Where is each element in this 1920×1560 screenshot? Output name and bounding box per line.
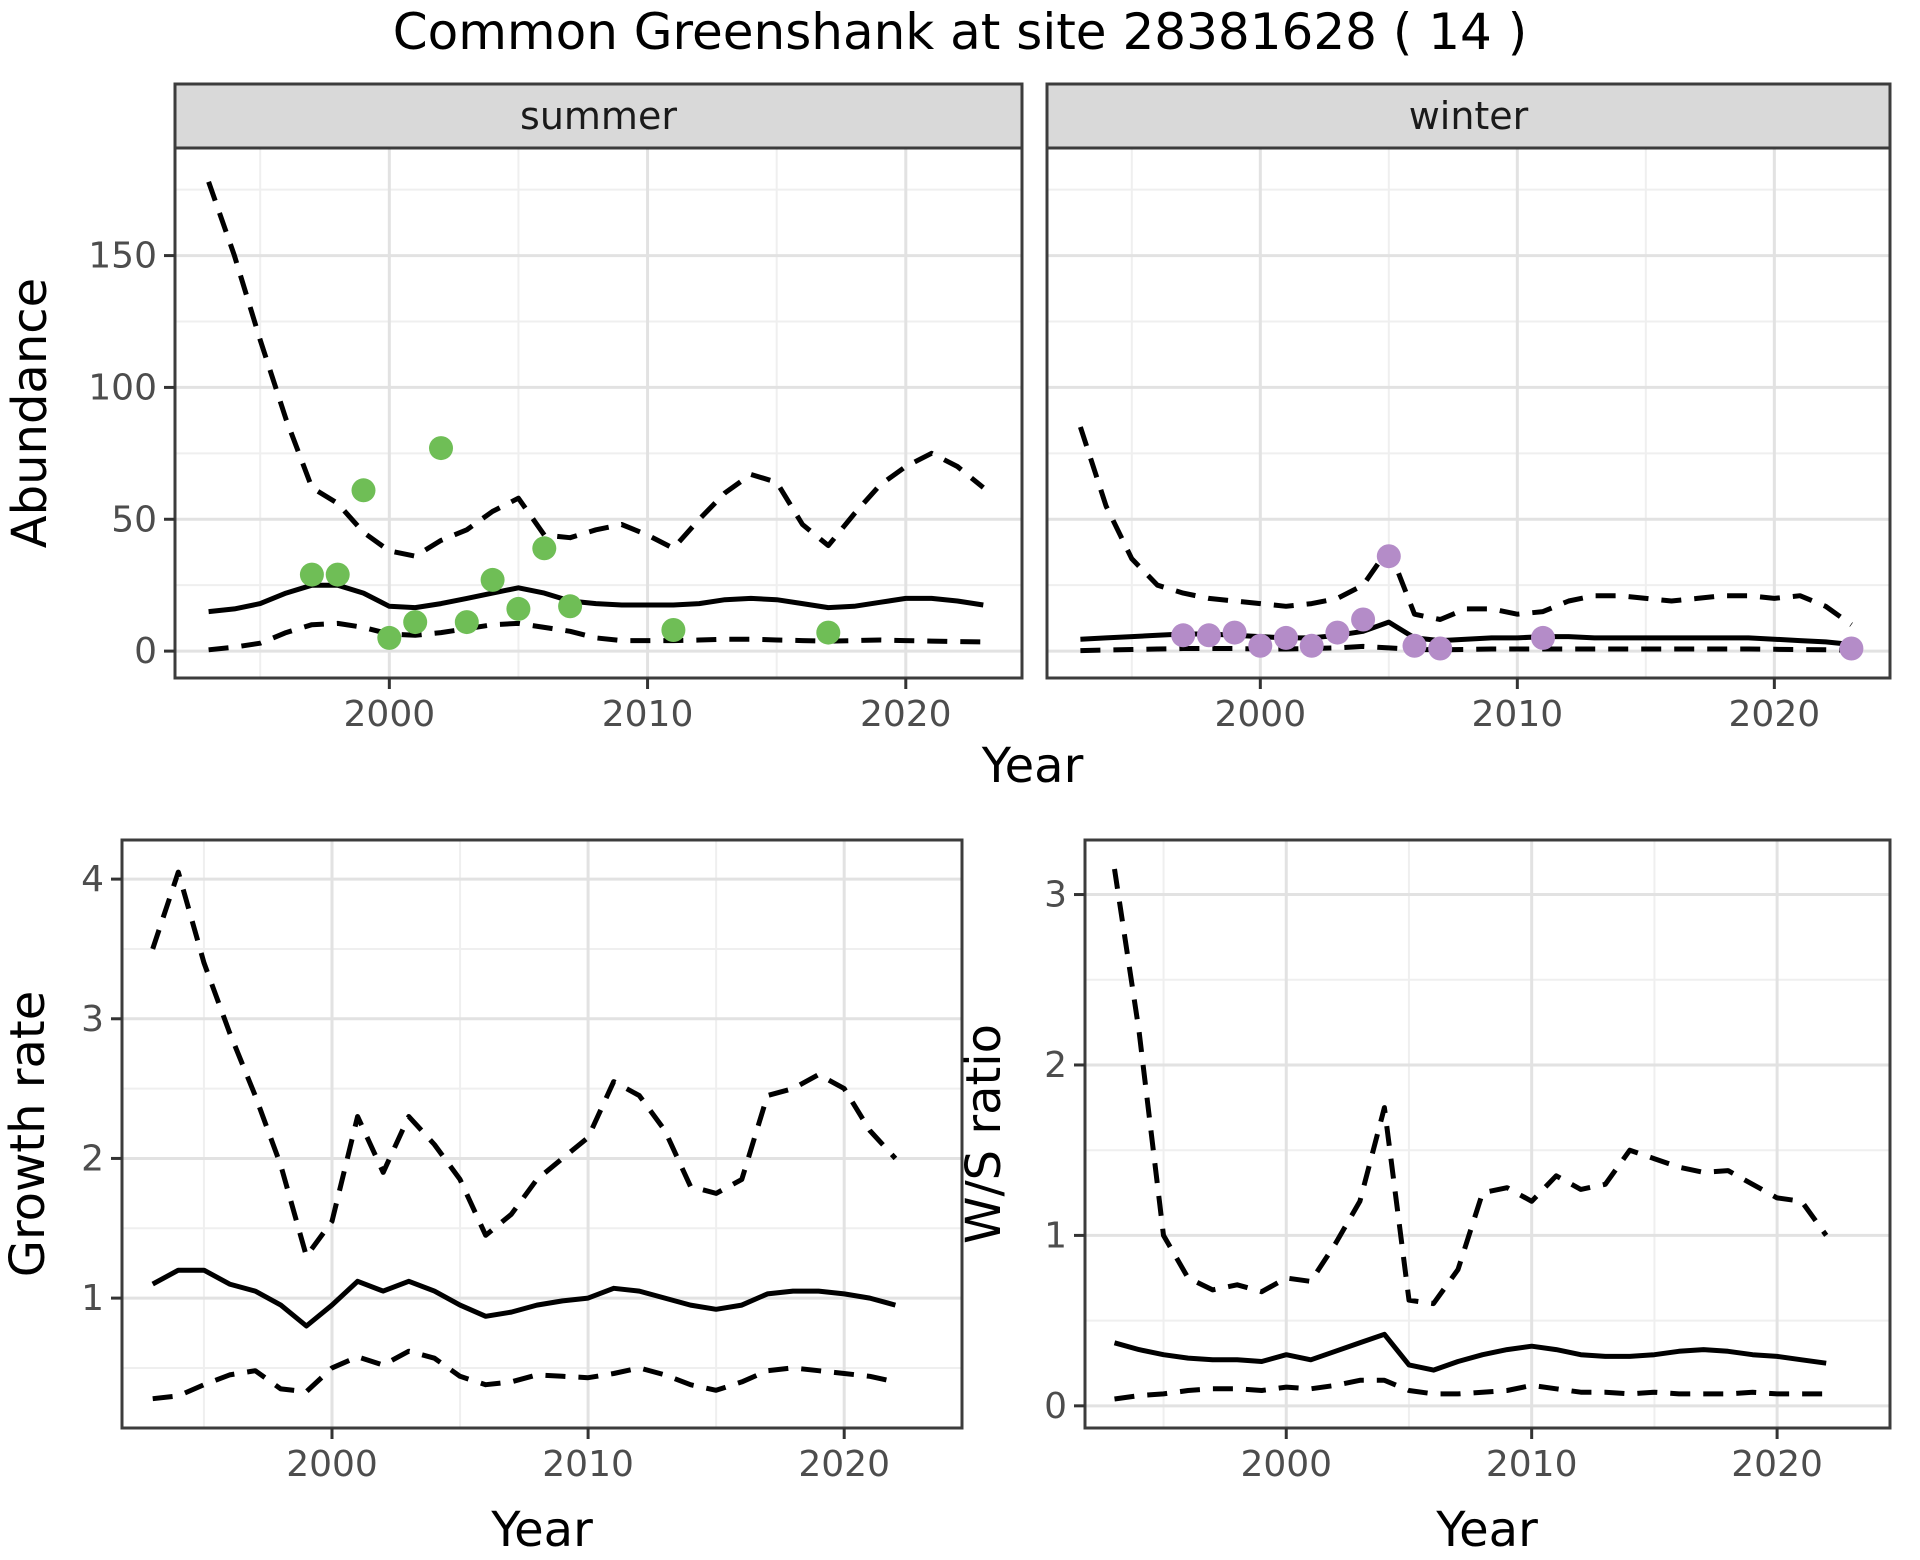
x-tick-label: 2010 xyxy=(1472,694,1564,735)
facet-strip xyxy=(173,82,1024,150)
observed-counts-winter xyxy=(1171,544,1864,661)
panel-background xyxy=(122,840,962,1428)
series-lower-ci xyxy=(208,620,984,653)
facet-strip-label: summer xyxy=(520,94,677,138)
x-tick-label: 2020 xyxy=(798,1444,890,1485)
data-point xyxy=(1222,620,1247,645)
series-mean xyxy=(151,1267,897,1329)
data-point xyxy=(816,620,841,645)
y-tick-label: 2 xyxy=(81,1138,104,1179)
panel-abundance-summer: 2000 2010 2020 0 50 100 150 summer xyxy=(88,82,1024,735)
panel-background xyxy=(1047,148,1890,678)
x-tick-label: 2010 xyxy=(542,1444,634,1485)
facet-strip xyxy=(1045,82,1892,150)
data-point xyxy=(1402,633,1427,658)
plot-title: Common Greenshank at site 28381628 ( 14 … xyxy=(392,3,1528,61)
x-axis-title: Year xyxy=(490,1502,593,1558)
x-axis-title-shared: Year xyxy=(981,738,1084,794)
data-point xyxy=(506,596,531,621)
y-axis-title: Abundance xyxy=(2,278,58,548)
data-point xyxy=(1196,623,1221,648)
data-point xyxy=(454,610,479,635)
y-tick-label: 150 xyxy=(88,236,157,277)
data-point xyxy=(351,478,376,503)
y-tick-label: 3 xyxy=(81,999,104,1040)
panel-border xyxy=(120,838,964,1430)
series-lower-ci xyxy=(152,1348,896,1402)
data-point xyxy=(325,562,350,587)
y-tick-label: 1 xyxy=(81,1278,104,1319)
data-point xyxy=(558,594,583,619)
panel-border xyxy=(1083,838,1892,1430)
data-point xyxy=(1839,636,1864,661)
panel-growth-rate: 2000 2010 2020 1 2 3 4 xyxy=(81,838,964,1485)
data-point xyxy=(1171,623,1196,648)
y-tick-label: 50 xyxy=(111,499,157,540)
data-point xyxy=(403,610,428,635)
data-point xyxy=(1351,607,1376,632)
panel-abundance-winter: 2000 2010 2020 winter xyxy=(1045,82,1892,735)
x-tick-label: 2000 xyxy=(344,694,436,735)
series-lower-ci xyxy=(1080,643,1852,654)
data-point xyxy=(377,625,402,650)
data-point xyxy=(661,618,686,642)
y-axis-title: W/S ratio xyxy=(956,1024,1012,1244)
data-point xyxy=(429,436,453,461)
series-upper-ci xyxy=(206,180,985,559)
y-axis-title: Growth rate xyxy=(0,991,56,1278)
series-upper-ci xyxy=(1112,868,1829,1307)
data-point xyxy=(532,536,557,561)
y-tick-label: 3 xyxy=(1044,875,1067,916)
x-tick-label: 2000 xyxy=(1240,1444,1332,1485)
y-tick-label: 1 xyxy=(1044,1215,1067,1256)
data-point xyxy=(1428,636,1453,661)
data-point xyxy=(1325,620,1350,645)
y-tick-label: 2 xyxy=(1044,1045,1067,1086)
facet-strip-label: winter xyxy=(1409,94,1529,138)
panel-background xyxy=(175,148,1022,678)
data-point xyxy=(480,567,505,592)
series-mean xyxy=(1113,1331,1827,1373)
data-point xyxy=(1274,625,1298,650)
x-tick-label: 2020 xyxy=(1729,694,1821,735)
y-tick-label: 4 xyxy=(81,859,104,900)
panel-background xyxy=(1085,840,1890,1428)
series-upper-ci xyxy=(1078,426,1853,627)
x-tick-label: 2020 xyxy=(1731,1444,1823,1485)
observed-counts-summer xyxy=(299,436,841,650)
y-tick-label: 0 xyxy=(1044,1386,1067,1427)
data-point xyxy=(299,562,324,587)
data-point xyxy=(1299,633,1324,658)
data-point xyxy=(1531,625,1555,650)
y-tick-label: 0 xyxy=(134,631,157,672)
x-tick-label: 2010 xyxy=(602,694,694,735)
panel-ws-ratio: 2000 2010 2020 0 1 2 3 xyxy=(1044,838,1892,1485)
x-tick-label: 2000 xyxy=(1215,694,1307,735)
series-upper-ci xyxy=(150,869,898,1259)
x-tick-label: 2010 xyxy=(1486,1444,1578,1485)
x-tick-label: 2020 xyxy=(860,694,952,735)
data-point xyxy=(1248,633,1273,658)
data-point xyxy=(1376,544,1401,569)
x-axis-title: Year xyxy=(1435,1502,1538,1558)
y-tick-label: 100 xyxy=(88,367,157,408)
series-lower-ci xyxy=(1114,1377,1827,1402)
x-tick-label: 2000 xyxy=(286,1444,378,1485)
